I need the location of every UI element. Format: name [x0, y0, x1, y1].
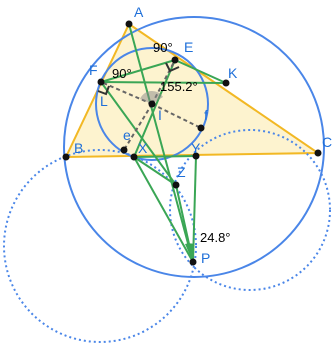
point-k	[222, 79, 230, 87]
point-p	[189, 258, 197, 266]
label-a: A	[134, 4, 144, 20]
dotted-circle-left	[3, 149, 197, 343]
angle-label-i: 155.2°	[160, 79, 198, 94]
angle-label-f: 90°	[112, 66, 132, 81]
label-i: I	[158, 107, 162, 123]
label-p: P	[201, 250, 210, 266]
label-c: C	[322, 134, 332, 150]
point-y	[192, 152, 200, 160]
point-a	[125, 20, 133, 28]
label-e: E	[184, 39, 193, 55]
point-x	[130, 153, 138, 161]
circumcircle	[63, 16, 325, 278]
angle-label-e: 90°	[153, 40, 173, 55]
point-e	[171, 56, 179, 64]
point-f-small	[197, 124, 205, 132]
point-c	[314, 149, 322, 157]
right-angle-marker-f	[97, 85, 110, 96]
right-angle-marker-e	[165, 62, 180, 73]
label-l: L	[100, 93, 108, 109]
label-f: F	[89, 62, 98, 78]
points	[62, 20, 322, 266]
label-f-small: f	[204, 107, 208, 123]
point-f	[97, 78, 105, 86]
point-z	[172, 181, 180, 189]
angle-marker-p	[185, 243, 194, 262]
dotted-circle-right	[169, 129, 331, 291]
angle-label-p: 24.8°	[200, 230, 231, 245]
angle-arc-i	[140, 90, 163, 104]
label-k: K	[228, 65, 238, 81]
point-i	[148, 100, 156, 108]
point-b	[62, 153, 70, 161]
label-y: Y	[191, 140, 201, 156]
label-x: X	[138, 140, 148, 156]
label-z: Z	[177, 164, 186, 180]
incircle	[95, 47, 209, 161]
label-b: B	[74, 140, 83, 156]
point-e-small	[120, 146, 128, 154]
label-e-small: e	[123, 127, 131, 143]
